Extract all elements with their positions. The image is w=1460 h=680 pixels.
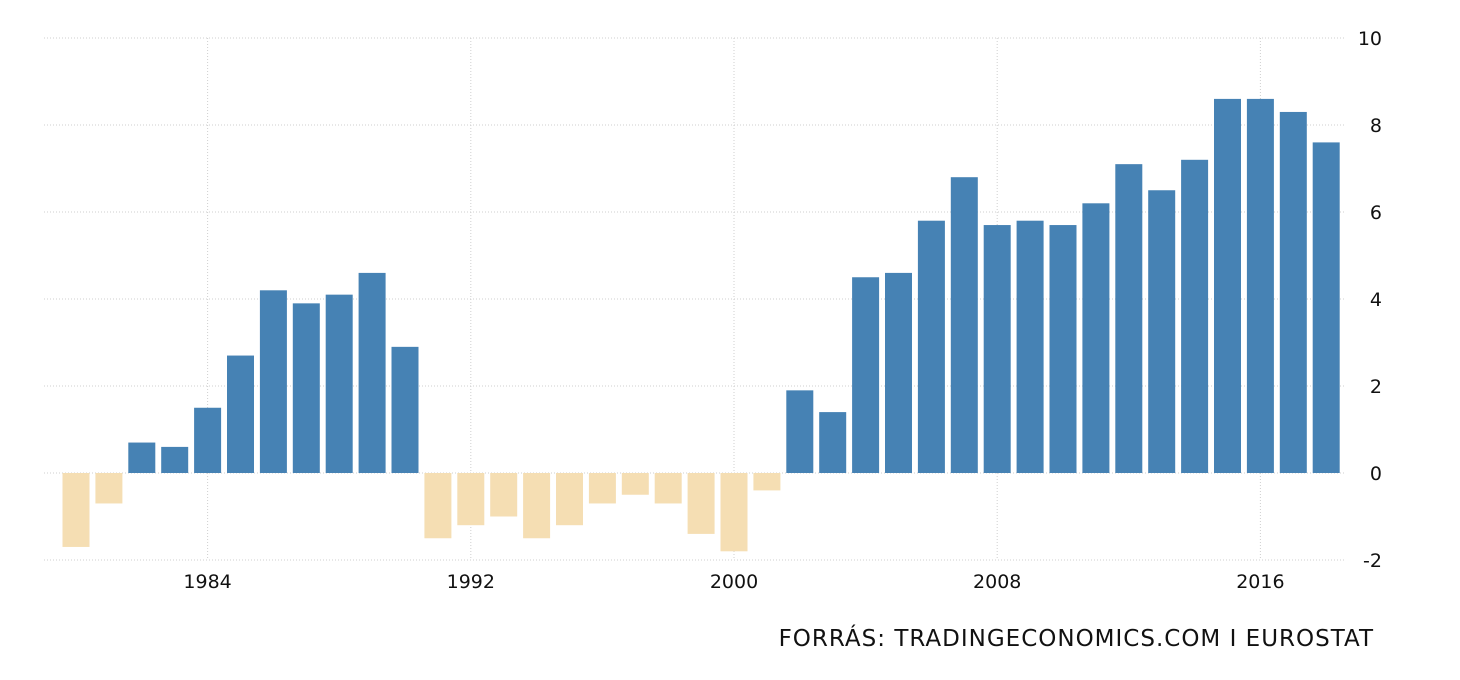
bar-1994	[523, 473, 551, 539]
bar-2009	[1016, 220, 1044, 473]
x-tick-label: 2008	[973, 571, 1021, 593]
x-tick-label: 2016	[1236, 571, 1284, 593]
bar-1988	[325, 294, 353, 473]
bar-1985	[227, 355, 254, 473]
bar-2014	[1181, 159, 1209, 474]
x-tick-label: 1984	[183, 571, 231, 593]
bar-1983	[161, 446, 189, 473]
bar-2002	[786, 390, 814, 473]
bar-1992	[457, 473, 485, 526]
y-tick-label: 0	[1370, 463, 1382, 485]
bar-1995	[556, 473, 583, 526]
chart-bars	[62, 98, 1340, 552]
bar-1998	[654, 473, 682, 504]
bar-1993	[490, 473, 518, 517]
y-axis-ticks: 10 8 6 4 2 0 -2	[1358, 28, 1382, 572]
y-tick-label: 8	[1370, 115, 1382, 137]
bar-2004	[852, 277, 880, 473]
bar-2015	[1214, 98, 1241, 474]
bar-1999	[687, 473, 715, 534]
bar-2011	[1082, 203, 1110, 474]
y-tick-label: 4	[1370, 289, 1382, 311]
x-tick-label: 2000	[710, 571, 758, 593]
bar-1990	[391, 346, 419, 473]
bar-2017	[1279, 111, 1307, 473]
bar-2008	[983, 225, 1011, 473]
bar-2001	[753, 473, 781, 491]
bar-1989	[358, 272, 386, 473]
bar-2005	[885, 272, 912, 473]
bar-2016	[1246, 98, 1274, 474]
bar-2000	[720, 473, 748, 552]
bar-1997	[621, 473, 649, 495]
bar-1986	[259, 290, 287, 473]
bar-2018	[1312, 142, 1340, 473]
bar-2007	[950, 177, 978, 473]
bar-2012	[1115, 164, 1143, 473]
x-axis-ticks: 1984 1992 2000 2008 2016	[183, 571, 1284, 593]
y-tick-label: 6	[1370, 202, 1382, 224]
source-credit: FORRÁS: TRADINGECONOMICS.COM I EUROSTAT	[778, 626, 1374, 652]
bar-1981	[95, 473, 123, 504]
y-tick-label: 10	[1358, 28, 1382, 50]
bar-1982	[128, 442, 156, 473]
y-tick-label: 2	[1370, 376, 1382, 398]
bar-1984	[194, 407, 222, 473]
bar-1987	[292, 303, 320, 473]
bar-2003	[819, 412, 847, 473]
bar-2013	[1148, 190, 1176, 473]
x-tick-label: 1992	[447, 571, 495, 593]
bar-1991	[424, 473, 452, 539]
bar-2006	[917, 220, 945, 473]
bar-2010	[1049, 225, 1077, 473]
bar-1996	[588, 473, 616, 504]
y-tick-label: -2	[1363, 550, 1382, 572]
bar-1980	[62, 473, 90, 547]
